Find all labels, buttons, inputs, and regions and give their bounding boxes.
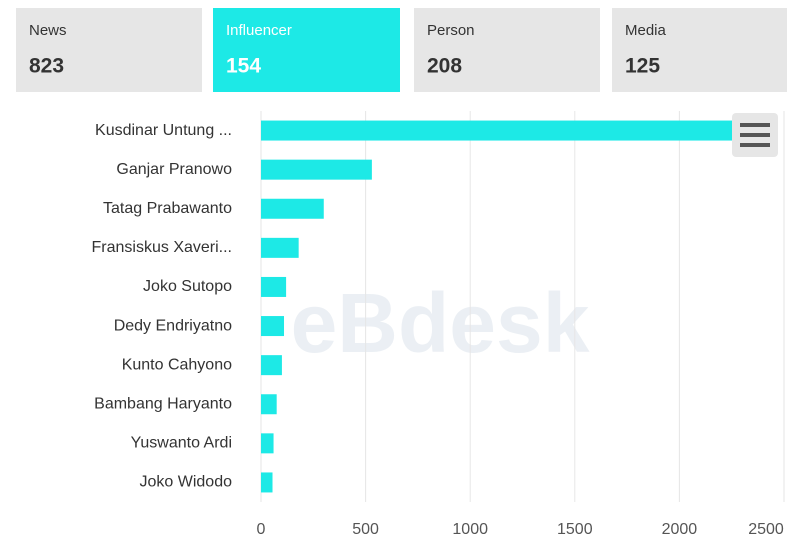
y-tick-label: Bambang Haryanto xyxy=(94,395,232,412)
tab[interactable] xyxy=(612,8,787,92)
bar xyxy=(261,472,273,493)
tab-label: Person xyxy=(427,22,475,39)
y-tick-label: Fransiskus Xaveri... xyxy=(92,239,232,256)
menu-button[interactable] xyxy=(732,113,778,157)
bar xyxy=(261,237,299,258)
x-tick-label: 1500 xyxy=(557,521,593,538)
bar xyxy=(261,120,749,141)
bar xyxy=(261,198,324,219)
y-tick-label: Ganjar Pranowo xyxy=(116,161,232,178)
bar xyxy=(261,433,274,454)
tab[interactable] xyxy=(16,8,202,92)
y-tick-label: Joko Sutopo xyxy=(143,278,232,295)
y-tick-label: Dedy Endriyatno xyxy=(114,317,232,334)
tab[interactable] xyxy=(213,8,400,92)
x-tick-label: 2500 xyxy=(748,521,784,538)
tab-label: News xyxy=(29,22,67,39)
watermark: eBdesk xyxy=(291,276,590,370)
y-tick-label: Tatag Prabawanto xyxy=(103,200,232,217)
x-tick-label: 1000 xyxy=(452,521,488,538)
y-tick-label: Kusdinar Untung ... xyxy=(95,122,232,139)
bar xyxy=(261,276,287,297)
y-tick-label: Kunto Cahyono xyxy=(122,356,232,373)
bar xyxy=(261,394,277,415)
tab-label: Media xyxy=(625,22,667,39)
menu-icon-line xyxy=(740,143,770,147)
menu-icon-line xyxy=(740,123,770,127)
tab-count: 208 xyxy=(427,55,462,78)
x-tick-label: 0 xyxy=(257,521,266,538)
tab-label: Influencer xyxy=(226,22,292,39)
tab[interactable] xyxy=(414,8,600,92)
x-tick-label: 2000 xyxy=(662,521,698,538)
bar xyxy=(261,316,285,337)
y-tick-label: Joko Widodo xyxy=(140,474,233,491)
tab-count: 125 xyxy=(625,55,660,78)
x-tick-label: 500 xyxy=(352,521,379,538)
tab-count: 154 xyxy=(226,55,261,78)
tab-count: 823 xyxy=(29,55,64,78)
bar xyxy=(261,355,282,376)
menu-icon-line xyxy=(740,133,770,137)
y-tick-label: Yuswanto Ardi xyxy=(131,435,232,452)
bar xyxy=(261,159,372,180)
